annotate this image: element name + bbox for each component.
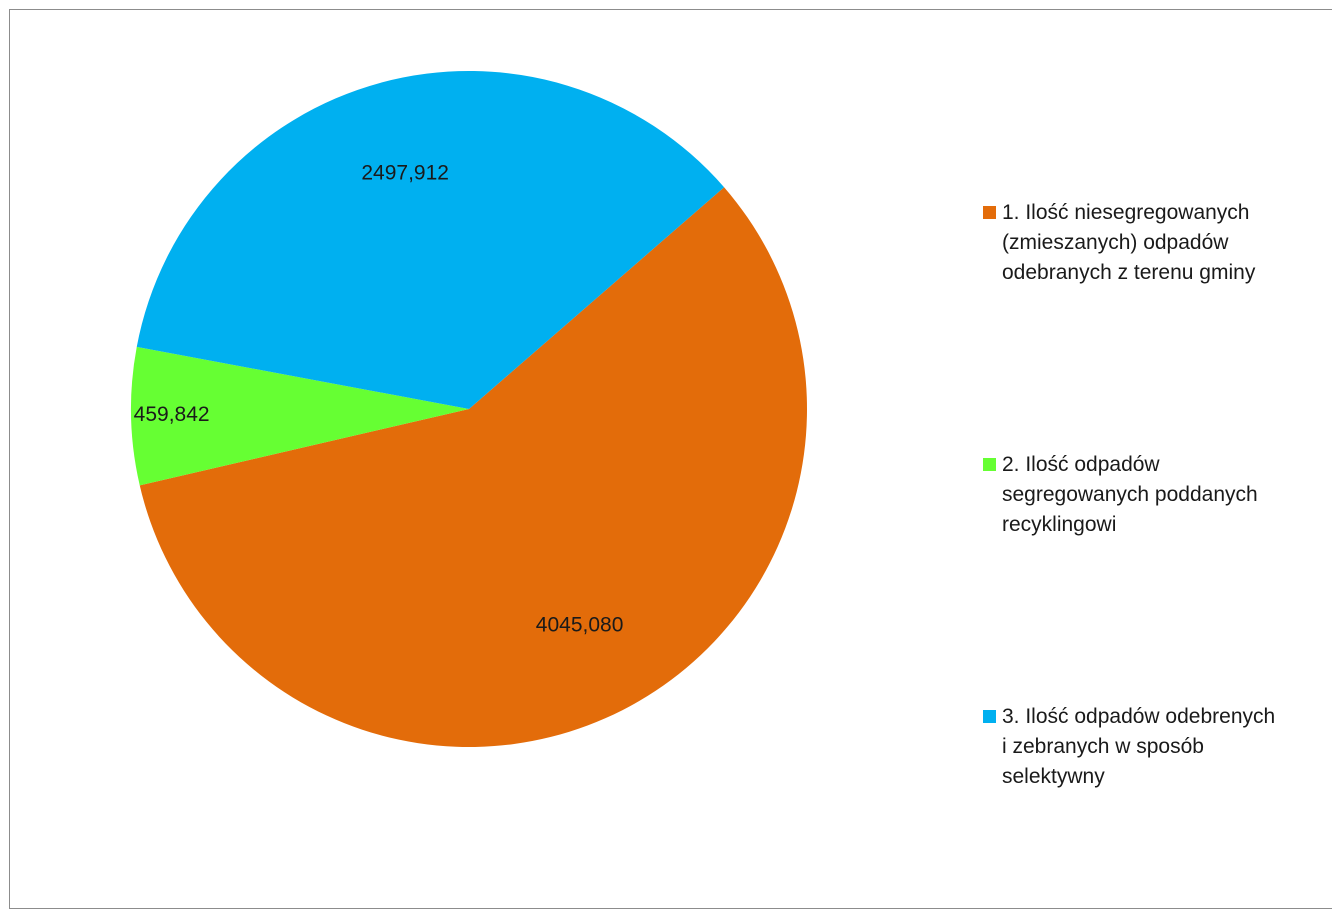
legend-item-1: 1. Ilość niesegregowanych (zmieszanych) … xyxy=(983,198,1328,288)
pie-slices xyxy=(130,70,808,747)
pie-slice-3 xyxy=(136,70,725,409)
pie-data-label-2: 459,842 xyxy=(134,403,210,426)
pie-slice-2 xyxy=(130,346,469,486)
legend-swatch-3 xyxy=(983,710,996,723)
legend-label-1: 1. Ilość niesegregowanych (zmieszanych) … xyxy=(1002,201,1256,284)
legend-item-3: 3. Ilość odpadów odebrenych i zebranych … xyxy=(983,702,1328,792)
pie-data-label-3: 2497,912 xyxy=(361,162,449,185)
legend-swatch-2 xyxy=(983,458,996,471)
legend-label-3: 3. Ilość odpadów odebrenych i zebranych … xyxy=(1002,705,1276,788)
legend-item-2: 2. Ilość odpadów segregowanych poddanych… xyxy=(983,450,1328,540)
legend-swatch-1 xyxy=(983,206,996,219)
pie-data-label-1: 4045,080 xyxy=(536,613,624,636)
legend-label-2: 2. Ilość odpadów segregowanych poddanych… xyxy=(1002,453,1258,536)
pie-data-labels: 4045,080 459,842 2497,912 xyxy=(134,162,624,637)
pie-slice-1 xyxy=(139,187,808,747)
